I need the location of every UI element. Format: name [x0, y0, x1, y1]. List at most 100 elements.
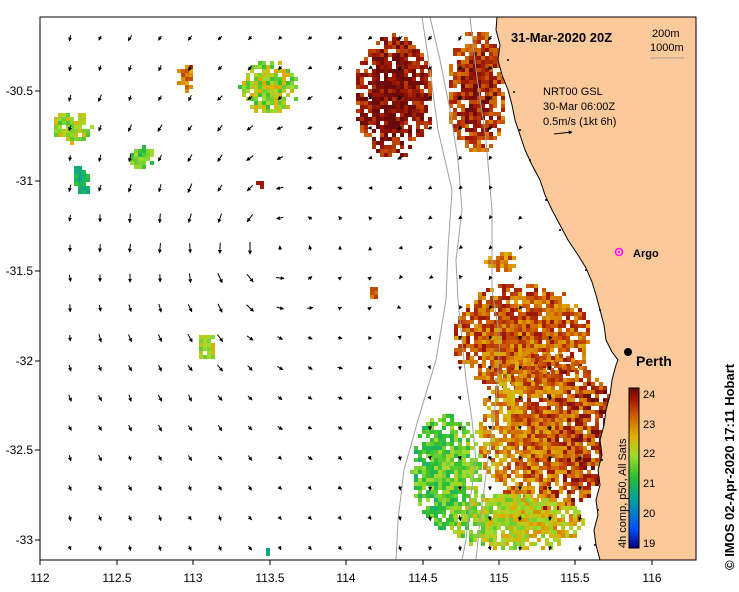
current-arrow — [278, 245, 283, 251]
current-arrow — [246, 125, 254, 131]
current-arrow — [397, 396, 402, 401]
current-arrow — [275, 276, 285, 281]
current-arrow — [487, 65, 493, 71]
land-mass — [495, 17, 696, 560]
current-arrow — [337, 425, 343, 430]
current-arrow — [157, 394, 163, 402]
current-arrow — [217, 65, 223, 71]
current-arrow — [187, 333, 193, 343]
current-source-label: NRT00 GSL — [543, 86, 603, 98]
current-arrow — [427, 155, 433, 160]
current-arrow — [427, 335, 432, 340]
y-tick-label: -31.5 — [6, 264, 34, 278]
current-arrow — [247, 365, 253, 371]
current-arrow — [98, 304, 102, 312]
current-arrow — [157, 455, 162, 461]
current-arrow — [128, 424, 132, 432]
current-time-label: 30-Mar 06:00Z — [543, 101, 615, 113]
current-arrow — [578, 515, 583, 522]
current-arrow — [337, 95, 343, 100]
current-arrow — [397, 65, 403, 71]
current-arrow — [277, 545, 282, 551]
current-arrow — [307, 276, 313, 281]
current-arrow — [397, 185, 403, 190]
current-arrow — [337, 276, 342, 281]
x-tick-label: 114 — [336, 571, 355, 585]
current-arrow — [488, 275, 493, 281]
x-tick-label: 116 — [642, 571, 661, 585]
current-arrow — [488, 185, 493, 190]
current-arrow — [217, 395, 223, 401]
current-arrow — [277, 426, 283, 430]
current-arrow — [97, 515, 102, 522]
colorbar-tick: 21 — [643, 478, 655, 490]
current-arrow — [157, 485, 162, 491]
current-arrow — [217, 455, 223, 461]
current-arrow — [158, 95, 162, 101]
current-arrow — [396, 305, 402, 309]
current-arrow — [127, 545, 132, 552]
current-arrow — [307, 425, 313, 430]
current-arrow — [397, 426, 402, 431]
current-arrow — [337, 515, 342, 520]
current-arrow — [308, 245, 313, 251]
current-arrow — [276, 365, 284, 371]
current-arrow — [489, 304, 493, 310]
current-arrow — [187, 183, 193, 194]
current-arrow — [187, 304, 193, 313]
copyright-notice: © IMOS 02-Apr-2020 17:11 Hobart — [722, 363, 737, 570]
current-arrow — [397, 455, 402, 461]
current-arrow — [247, 425, 253, 431]
current-arrow — [246, 184, 254, 192]
current-arrow — [427, 185, 433, 190]
x-tick-label: 114.5 — [408, 571, 437, 585]
current-arrow — [187, 365, 193, 372]
current-arrow — [398, 215, 403, 220]
current-arrow — [188, 243, 193, 254]
current-arrow — [427, 364, 431, 370]
current-arrow — [158, 154, 162, 162]
current-arrow — [427, 395, 432, 400]
current-arrow — [337, 186, 343, 191]
current-arrow — [367, 35, 373, 40]
current-arrow — [187, 425, 193, 431]
current-arrow — [307, 95, 313, 101]
current-arrow — [277, 515, 282, 520]
current-arrow — [128, 124, 132, 132]
current-arrow — [307, 515, 312, 520]
current-arrow — [127, 515, 132, 521]
axis-ticks — [35, 90, 653, 565]
current-arrow — [98, 35, 103, 41]
current-arrow — [458, 125, 463, 130]
current-arrow — [97, 365, 102, 372]
coastline-dots — [507, 59, 605, 546]
current-arrow — [367, 276, 372, 281]
current-arrow — [307, 155, 313, 160]
current-arrow — [277, 95, 283, 101]
current-arrow — [367, 365, 373, 370]
current-arrow — [277, 455, 282, 460]
current-arrow — [127, 455, 132, 461]
current-arrow — [276, 306, 285, 310]
isobath-lines — [395, 17, 501, 560]
current-arrow — [187, 213, 192, 223]
current-arrow — [217, 184, 223, 192]
scale-arrow — [553, 130, 573, 135]
current-arrow — [307, 216, 313, 221]
current-arrow — [337, 545, 342, 551]
current-arrow — [217, 515, 222, 522]
current-arrow — [457, 65, 463, 71]
x-tick-label: 115.5 — [560, 571, 589, 585]
current-arrow — [397, 155, 403, 160]
current-arrow — [277, 485, 283, 490]
current-arrow — [246, 273, 254, 283]
current-arrow — [487, 456, 492, 461]
current-arrow — [217, 485, 222, 491]
current-arrow — [188, 394, 192, 402]
current-arrow — [277, 336, 284, 340]
current-arrow — [337, 306, 343, 311]
current-arrow — [277, 395, 283, 401]
current-arrow — [488, 155, 493, 161]
current-arrow — [518, 275, 523, 280]
